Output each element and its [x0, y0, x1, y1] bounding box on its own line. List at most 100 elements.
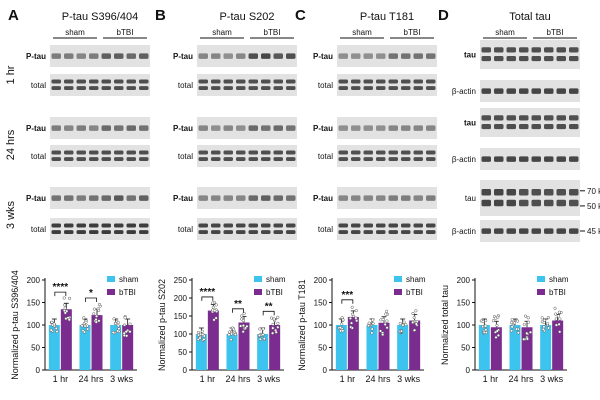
- data-dot: [54, 326, 58, 330]
- y-axis-label: Normalized p-tau S202: [157, 279, 167, 371]
- band: [351, 125, 361, 131]
- blot-strip: [480, 40, 580, 69]
- y-tick-label: 50: [318, 344, 327, 353]
- blot-strip: [337, 74, 437, 96]
- band: [248, 79, 258, 84]
- band: [223, 79, 233, 84]
- legend-swatch-sham: [394, 276, 402, 282]
- legend-label-btbi: bTBI: [119, 288, 136, 297]
- data-dot: [546, 316, 550, 320]
- blot-strip: [50, 45, 150, 67]
- band: [519, 189, 529, 196]
- band: [351, 157, 361, 162]
- group-label-btbi: bTBI: [547, 28, 564, 37]
- band: [569, 123, 579, 130]
- data-dot: [233, 332, 237, 336]
- data-dot: [510, 321, 514, 325]
- band: [76, 157, 86, 162]
- band: [89, 79, 99, 84]
- data-dot: [370, 327, 374, 331]
- band: [273, 79, 283, 84]
- data-dot: [213, 309, 217, 313]
- data-dot: [522, 322, 526, 327]
- band: [388, 125, 398, 131]
- bar-sham: [48, 325, 60, 370]
- x-tick-label: 1 hr: [340, 374, 356, 384]
- bar-sham: [79, 325, 91, 370]
- data-dot: [512, 321, 516, 325]
- band: [351, 86, 361, 91]
- band: [198, 157, 208, 162]
- band: [64, 125, 74, 131]
- band: [388, 157, 398, 162]
- data-dot: [124, 330, 128, 334]
- blot-strip: [480, 108, 580, 137]
- band: [51, 79, 61, 84]
- data-dot: [412, 316, 416, 320]
- band: [286, 150, 296, 155]
- band: [211, 86, 221, 91]
- band: [556, 156, 566, 162]
- band: [363, 125, 373, 131]
- band: [494, 228, 504, 234]
- band: [89, 86, 99, 91]
- band: [426, 125, 436, 131]
- data-dot: [200, 329, 204, 333]
- band: [248, 125, 258, 131]
- sig-stars: ****: [200, 287, 216, 298]
- blot-strip: [337, 45, 437, 67]
- data-dot: [122, 323, 127, 327]
- bar-sham: [366, 325, 378, 370]
- y-tick-label: 150: [27, 299, 41, 308]
- data-dot: [385, 309, 389, 313]
- band: [481, 47, 491, 53]
- data-dot: [94, 320, 98, 324]
- blot-label: P-tau: [173, 124, 193, 133]
- data-dot: [526, 320, 530, 324]
- band: [413, 230, 423, 235]
- blot-strip: [50, 145, 150, 167]
- bar-btbi: [238, 322, 250, 370]
- data-dot: [354, 316, 358, 320]
- blot-label: β-actin: [452, 87, 476, 96]
- band: [89, 53, 99, 59]
- band: [519, 88, 529, 94]
- band: [211, 53, 221, 59]
- band: [376, 125, 386, 131]
- data-dot: [494, 335, 498, 339]
- blot-label: P-tau: [313, 194, 333, 203]
- band: [76, 125, 86, 131]
- y-axis-label: Normalized p-tau T181: [297, 279, 307, 370]
- band: [198, 125, 208, 131]
- data-dot: [553, 306, 557, 310]
- band: [261, 195, 271, 201]
- y-tick-label: 0: [323, 366, 328, 375]
- band: [388, 53, 398, 59]
- blot-strip: [197, 145, 297, 167]
- bar-btbi: [552, 320, 564, 370]
- data-dot: [85, 324, 89, 328]
- band: [248, 86, 258, 91]
- data-dot: [402, 320, 406, 324]
- band: [376, 79, 386, 84]
- band: [519, 47, 529, 53]
- data-dot: [271, 326, 275, 330]
- band: [64, 150, 74, 155]
- band: [261, 53, 271, 59]
- band: [248, 195, 258, 201]
- data-dot: [116, 320, 120, 325]
- band: [198, 230, 208, 235]
- band: [126, 230, 136, 235]
- band: [481, 115, 491, 121]
- band: [76, 53, 86, 59]
- blot-label: total: [318, 81, 333, 90]
- panel-title: P-tau S202: [219, 11, 274, 23]
- bar-sham: [397, 325, 409, 370]
- y-tick-label: 100: [27, 321, 41, 330]
- band: [101, 150, 111, 155]
- band: [89, 150, 99, 155]
- sig-bracket: [341, 299, 354, 304]
- data-dot: [385, 319, 389, 323]
- band: [569, 228, 579, 234]
